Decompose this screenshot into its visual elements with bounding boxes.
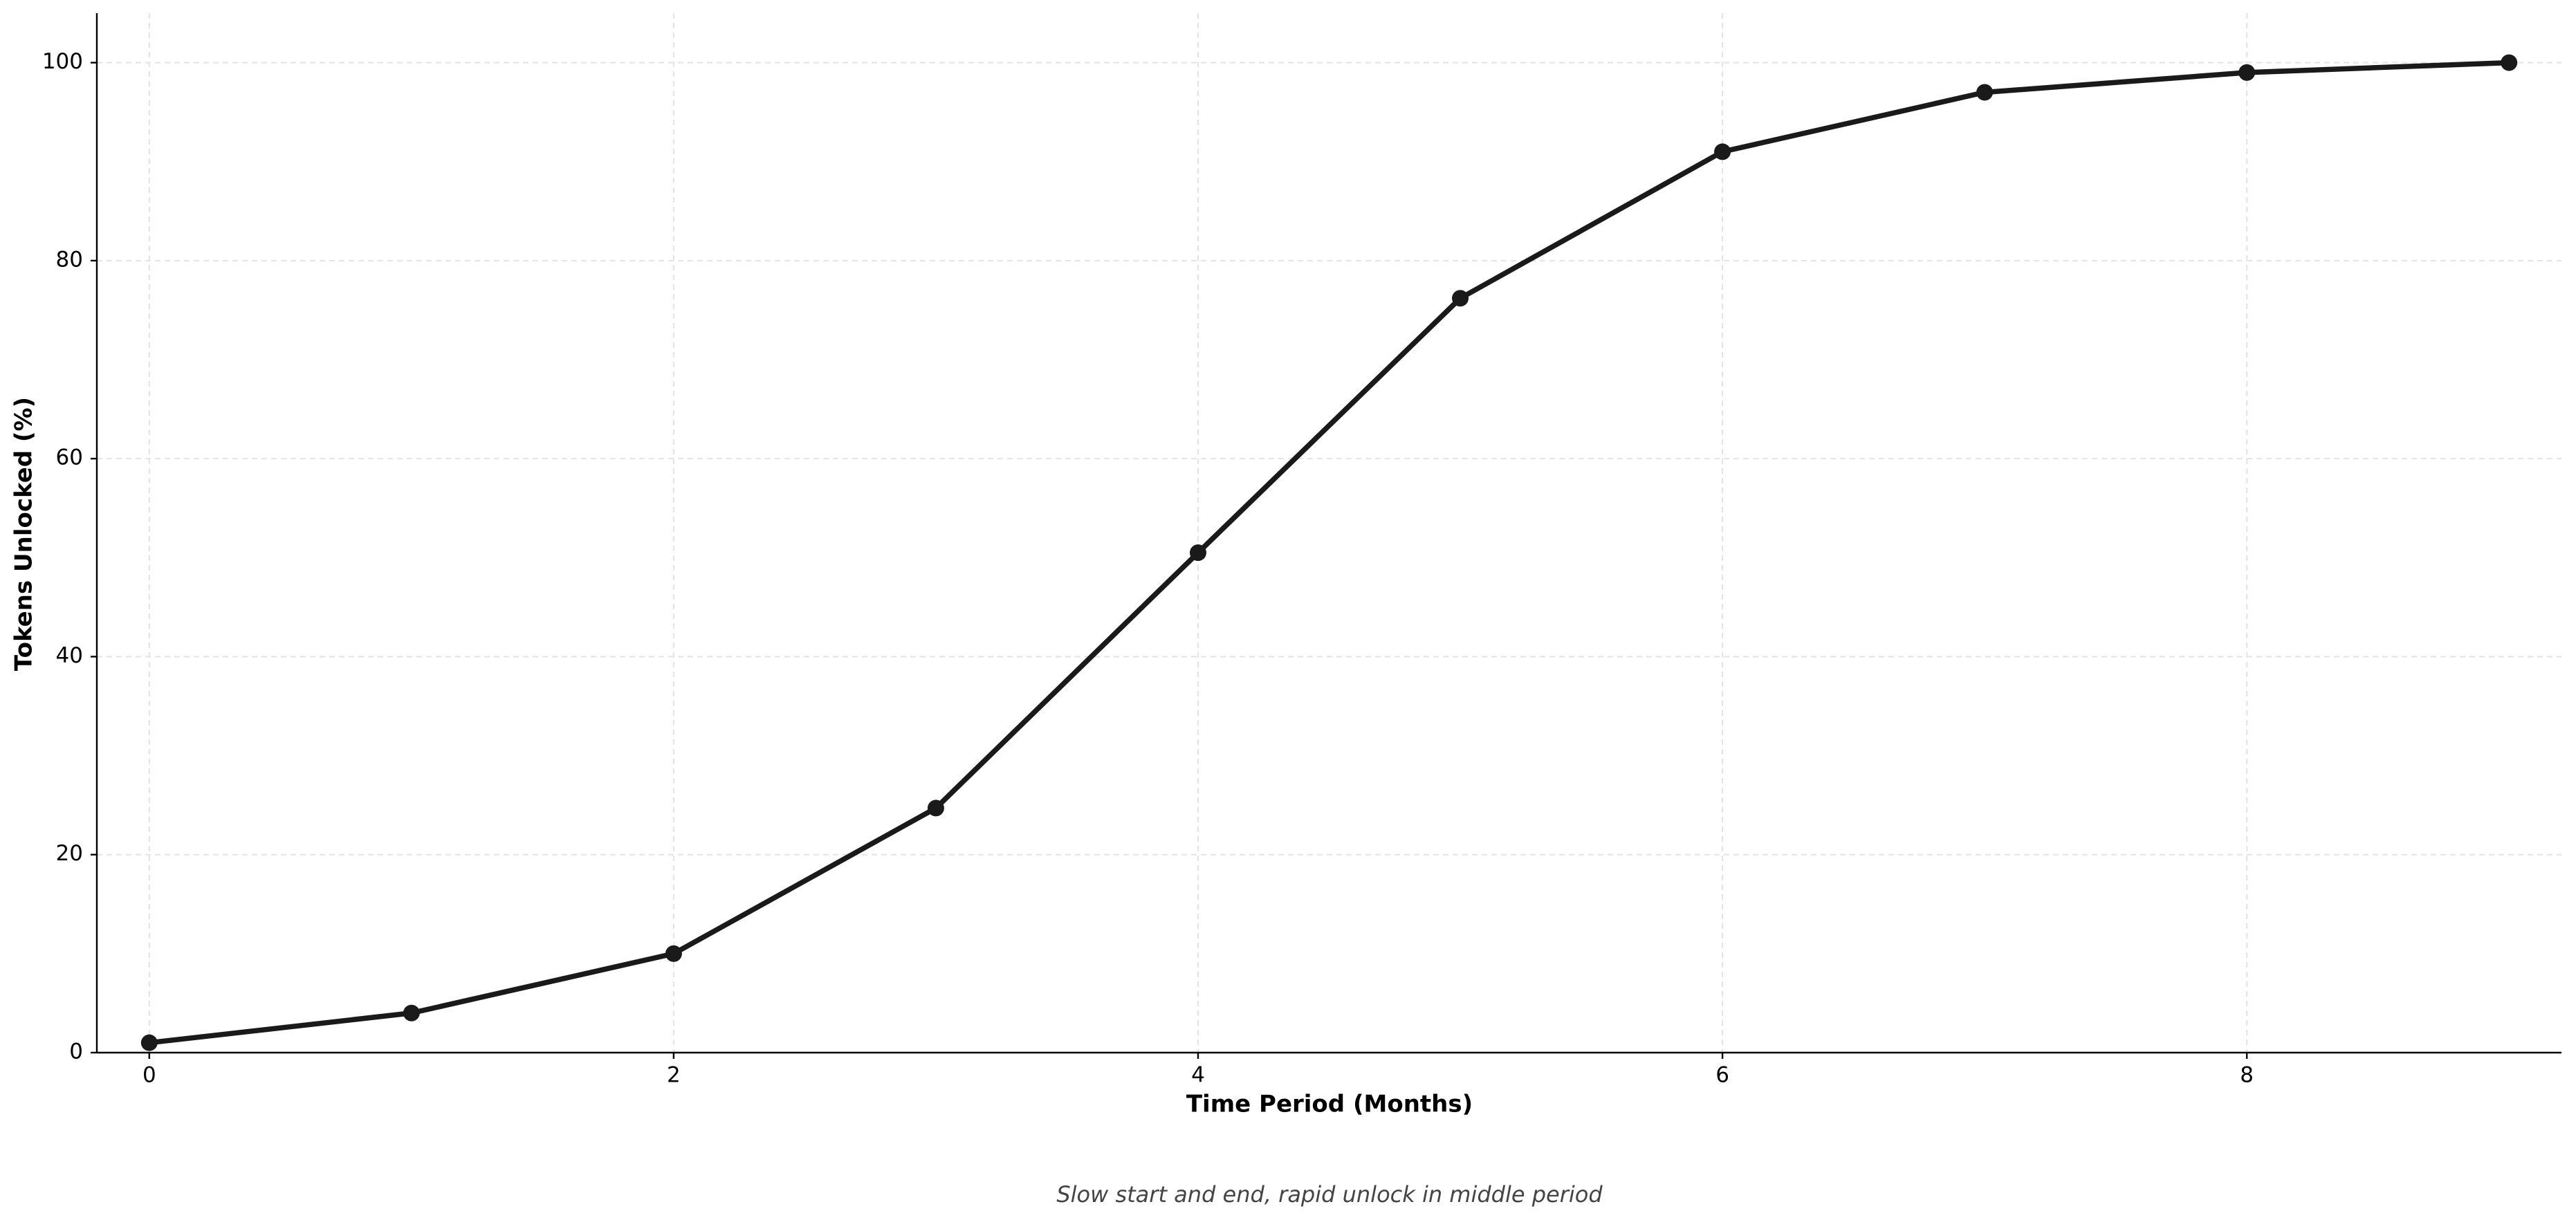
x-tick-label: 2: [667, 1063, 681, 1088]
marker: [1714, 143, 1731, 160]
y-tick-label: 100: [42, 49, 83, 74]
marker: [1452, 290, 1469, 307]
marker: [1976, 84, 1994, 101]
x-tick-label: 4: [1191, 1063, 1205, 1088]
marker: [665, 945, 682, 962]
marker: [403, 1004, 420, 1022]
x-tick-label: 0: [142, 1063, 156, 1088]
marker: [2238, 64, 2256, 81]
x-tick-label: 8: [2240, 1063, 2254, 1088]
y-tick-label: 20: [56, 841, 83, 866]
y-axis-label: Tokens Unlocked (%): [10, 397, 38, 671]
y-tick-label: 80: [56, 247, 83, 272]
marker: [140, 1034, 158, 1051]
y-tick-label: 0: [69, 1039, 83, 1064]
caption: Slow start and end, rapid unlock in midd…: [1056, 1181, 1603, 1208]
marker: [2501, 54, 2518, 71]
grid: [97, 13, 2561, 1053]
line: [149, 59, 2510, 1046]
marker: [1189, 544, 1206, 562]
x-axis-label: Time Period (Months): [1186, 1091, 1473, 1118]
plot-area: [140, 54, 2518, 1051]
y-tick-label: 60: [56, 445, 83, 470]
x-tick-label: 6: [1715, 1063, 1729, 1088]
marker: [927, 800, 944, 817]
y-tick-label: 40: [56, 643, 83, 668]
